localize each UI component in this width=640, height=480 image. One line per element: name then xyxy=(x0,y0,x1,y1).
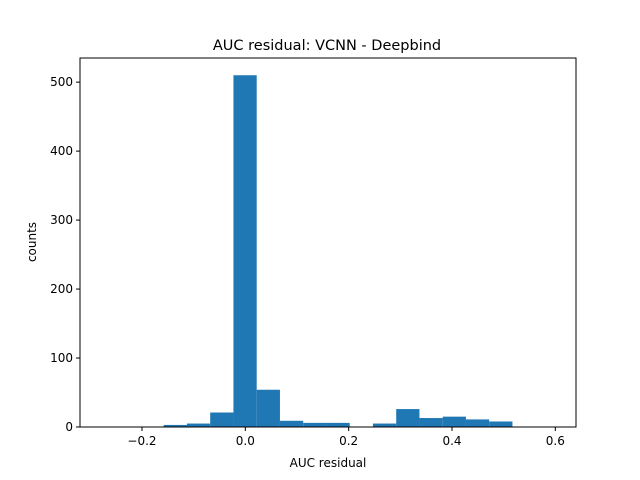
histogram-bar-6 xyxy=(303,422,327,427)
x-tick-label: 0.4 xyxy=(442,434,461,448)
histogram-bars xyxy=(163,75,513,428)
histogram-bar-5 xyxy=(279,420,304,427)
y-axis-label: counts xyxy=(25,222,39,262)
y-tick-label: 300 xyxy=(50,213,73,227)
x-tick-label: −0.2 xyxy=(127,434,156,448)
x-tick-label: 0.6 xyxy=(546,434,565,448)
y-tick-label: 100 xyxy=(50,351,73,365)
y-tick-label: 0 xyxy=(65,420,73,434)
histogram-bar-4 xyxy=(256,389,280,427)
histogram-bar-2 xyxy=(210,412,234,427)
histogram-bar-1 xyxy=(186,423,211,427)
x-axis-label: AUC residual xyxy=(290,456,367,470)
histogram-bar-7 xyxy=(326,422,350,427)
y-tick-label: 500 xyxy=(50,75,73,89)
plot-frame xyxy=(79,57,577,428)
x-tick-label: 0.2 xyxy=(339,434,358,448)
histogram-bar-0 xyxy=(163,424,187,427)
histogram-bar-14 xyxy=(489,421,513,427)
histogram-bar-13 xyxy=(465,419,490,427)
chart-title: AUC residual: VCNN - Deepbind xyxy=(213,38,441,54)
histogram-bar-10 xyxy=(396,409,420,427)
y-axis-ticks: 0 100 200 300 400 500 xyxy=(50,75,80,434)
histogram-bar-9 xyxy=(372,423,397,427)
histogram-bar-11 xyxy=(419,418,443,427)
histogram-bar-3 xyxy=(233,75,257,428)
y-tick-label: 400 xyxy=(50,144,73,158)
x-axis-ticks: −0.2 0.0 0.2 0.4 0.6 xyxy=(127,427,565,448)
x-tick-label: 0.0 xyxy=(236,434,255,448)
histogram-bar-12 xyxy=(442,416,466,427)
y-tick-label: 200 xyxy=(50,282,73,296)
